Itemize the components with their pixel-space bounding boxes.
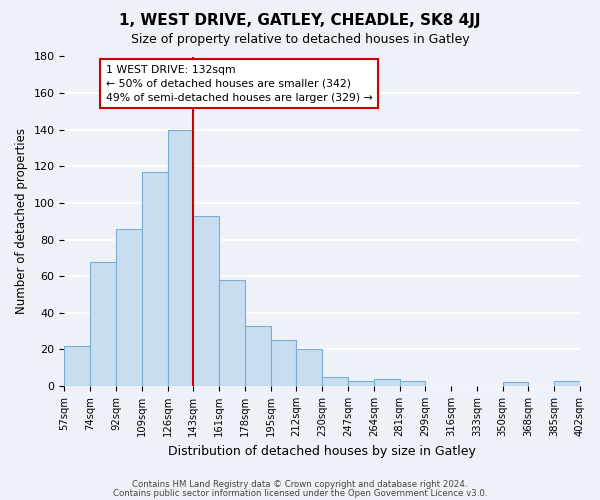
Text: Contains public sector information licensed under the Open Government Licence v3: Contains public sector information licen… [113, 488, 487, 498]
Bar [64, 346, 90, 386]
Bar [296, 350, 322, 386]
Bar [554, 380, 580, 386]
Bar [116, 228, 142, 386]
Bar [322, 377, 348, 386]
Text: Contains HM Land Registry data © Crown copyright and database right 2024.: Contains HM Land Registry data © Crown c… [132, 480, 468, 489]
Bar [503, 382, 529, 386]
X-axis label: Distribution of detached houses by size in Gatley: Distribution of detached houses by size … [168, 444, 476, 458]
Text: 1 WEST DRIVE: 132sqm
← 50% of detached houses are smaller (342)
49% of semi-deta: 1 WEST DRIVE: 132sqm ← 50% of detached h… [106, 64, 373, 102]
Bar [245, 326, 271, 386]
Bar [219, 280, 245, 386]
Bar [167, 130, 193, 386]
Y-axis label: Number of detached properties: Number of detached properties [15, 128, 28, 314]
Bar [271, 340, 296, 386]
Bar [400, 380, 425, 386]
Bar [348, 380, 374, 386]
Bar [374, 378, 400, 386]
Bar [142, 172, 167, 386]
Bar [90, 262, 116, 386]
Bar [193, 216, 219, 386]
Text: 1, WEST DRIVE, GATLEY, CHEADLE, SK8 4JJ: 1, WEST DRIVE, GATLEY, CHEADLE, SK8 4JJ [119, 12, 481, 28]
Text: Size of property relative to detached houses in Gatley: Size of property relative to detached ho… [131, 32, 469, 46]
